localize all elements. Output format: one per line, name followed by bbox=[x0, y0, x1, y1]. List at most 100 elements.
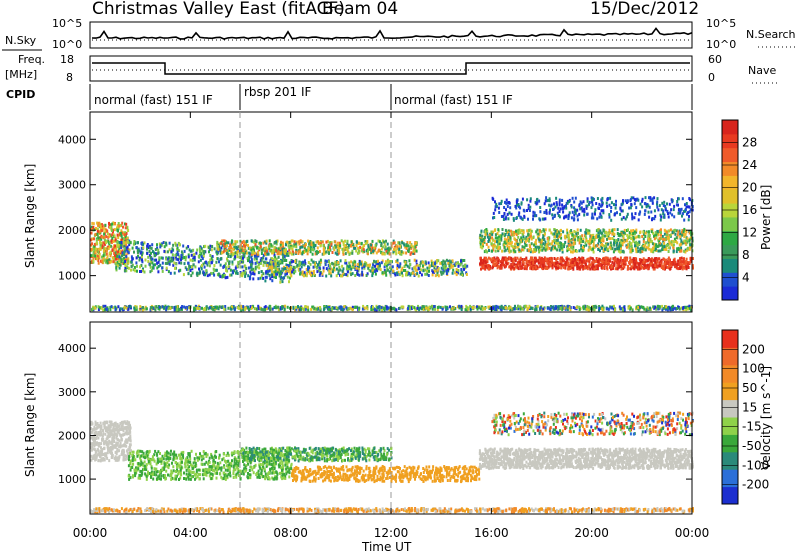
data-cell bbox=[294, 269, 297, 273]
data-cell bbox=[486, 250, 489, 254]
data-cell bbox=[593, 238, 596, 242]
data-cell bbox=[638, 240, 641, 244]
data-cell bbox=[497, 257, 500, 261]
data-cell bbox=[250, 252, 253, 256]
data-cell bbox=[348, 266, 351, 270]
data-cell bbox=[557, 266, 559, 270]
data-cell bbox=[304, 244, 307, 248]
data-cell bbox=[582, 237, 585, 241]
data-cell bbox=[211, 259, 214, 263]
data-cell bbox=[560, 236, 563, 240]
data-cell bbox=[106, 232, 109, 236]
data-cell bbox=[286, 305, 289, 309]
data-cell bbox=[118, 224, 121, 228]
data-cell bbox=[405, 263, 408, 267]
data-cell bbox=[504, 200, 506, 204]
data-cell bbox=[312, 243, 315, 247]
data-cell bbox=[132, 242, 135, 246]
data-cell bbox=[311, 252, 314, 256]
data-cell bbox=[679, 242, 682, 246]
data-cell bbox=[630, 229, 633, 233]
data-cell bbox=[609, 241, 612, 245]
data-cell bbox=[500, 215, 503, 218]
data-cell bbox=[677, 211, 680, 215]
data-cell bbox=[546, 245, 549, 249]
data-cell bbox=[370, 251, 373, 255]
data-cell bbox=[420, 273, 423, 277]
data-cell bbox=[440, 272, 443, 276]
noise-panel-frame bbox=[89, 21, 693, 49]
data-cell bbox=[590, 237, 593, 241]
data-cell bbox=[322, 269, 325, 273]
data-cell bbox=[642, 244, 645, 248]
data-cell bbox=[141, 258, 143, 262]
data-cell bbox=[505, 215, 508, 219]
data-cell bbox=[650, 259, 653, 263]
data-cell bbox=[93, 244, 96, 248]
data-cell bbox=[487, 240, 490, 243]
data-cell bbox=[200, 247, 203, 251]
data-cell bbox=[383, 240, 385, 244]
data-cell bbox=[481, 263, 484, 267]
data-cell bbox=[343, 272, 346, 276]
data-cell bbox=[355, 249, 358, 253]
data-cell bbox=[188, 266, 191, 270]
data-cell bbox=[428, 266, 431, 270]
data-cell bbox=[339, 244, 342, 248]
data-cell bbox=[301, 252, 304, 256]
data-cell bbox=[252, 267, 255, 271]
data-cell bbox=[660, 208, 663, 212]
data-cell bbox=[216, 257, 219, 261]
data-cell bbox=[254, 261, 257, 265]
data-cell bbox=[377, 259, 379, 263]
data-cell bbox=[280, 240, 282, 244]
data-cell bbox=[524, 265, 527, 268]
data-cell bbox=[288, 248, 291, 252]
data-cell bbox=[289, 269, 292, 273]
data-cell bbox=[276, 252, 279, 256]
data-cell bbox=[268, 244, 271, 248]
data-cell bbox=[355, 266, 358, 270]
data-cell bbox=[406, 264, 409, 268]
data-cell bbox=[603, 267, 606, 270]
data-cell bbox=[530, 229, 533, 233]
data-cell bbox=[270, 243, 273, 247]
data-cell bbox=[636, 246, 639, 250]
data-cell bbox=[505, 198, 508, 202]
data-cell bbox=[156, 266, 159, 270]
data-cell bbox=[485, 242, 488, 246]
data-cell bbox=[580, 239, 582, 243]
data-cell bbox=[328, 272, 331, 276]
data-cell bbox=[236, 264, 239, 268]
data-cell bbox=[330, 242, 333, 246]
data-cell bbox=[163, 245, 166, 249]
data-cell bbox=[599, 249, 601, 253]
data-cell bbox=[239, 247, 242, 250]
data-cell bbox=[433, 266, 436, 270]
data-cell bbox=[202, 262, 205, 266]
data-cell bbox=[361, 273, 364, 277]
data-cell bbox=[115, 247, 118, 251]
data-cell bbox=[236, 251, 239, 255]
data-cell bbox=[592, 240, 595, 244]
data-cell bbox=[624, 199, 627, 203]
data-cell bbox=[94, 250, 97, 254]
data-cell bbox=[525, 258, 528, 262]
data-cell bbox=[428, 269, 430, 273]
data-cell bbox=[445, 272, 448, 275]
data-cell bbox=[125, 269, 128, 273]
data-cell bbox=[359, 261, 362, 265]
data-cell bbox=[283, 249, 286, 253]
data-cell bbox=[529, 205, 532, 209]
data-cell bbox=[336, 245, 339, 249]
data-cell bbox=[642, 248, 645, 252]
data-cell bbox=[106, 254, 109, 258]
data-cell bbox=[366, 240, 369, 243]
data-cell bbox=[263, 240, 266, 244]
data-cell bbox=[124, 233, 127, 237]
data-cell bbox=[596, 217, 599, 221]
data-cell bbox=[515, 199, 518, 203]
data-cell bbox=[413, 258, 416, 262]
data-cell bbox=[126, 245, 129, 249]
data-cell bbox=[654, 247, 657, 251]
